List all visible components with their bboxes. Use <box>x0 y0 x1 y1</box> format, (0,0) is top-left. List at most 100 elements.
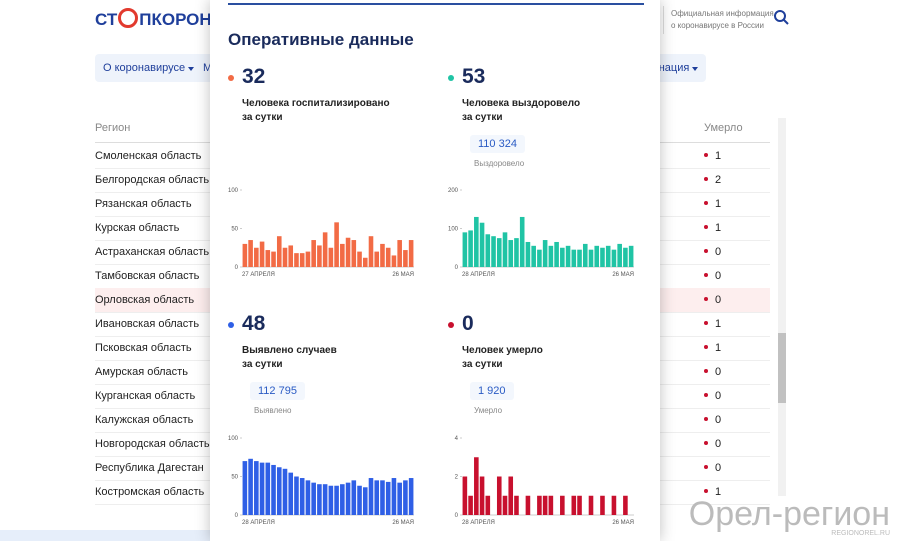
bar <box>271 464 276 515</box>
bar <box>259 241 265 267</box>
bar <box>628 245 634 267</box>
y-tick-label: 100 <box>448 227 459 233</box>
bar <box>588 249 594 267</box>
bar <box>474 457 479 515</box>
bar <box>537 249 542 267</box>
stat-card: 48 Выявлено случаев за сутки 112 795 Выявлен… <box>228 312 438 415</box>
search-icon[interactable] <box>774 10 790 26</box>
bar <box>508 240 514 267</box>
bar <box>542 495 548 515</box>
bar <box>485 234 491 267</box>
bar <box>345 237 351 267</box>
bar <box>282 247 288 267</box>
y-tick-label: 100 <box>228 436 239 442</box>
nav-text: М <box>203 62 213 74</box>
bar <box>502 495 508 515</box>
y-tick-label: 2 <box>455 475 459 481</box>
region-name: Амурская область <box>95 366 188 378</box>
bar <box>462 232 468 267</box>
y-tick-label: 0 <box>455 513 459 519</box>
stat-label-line: за сутки <box>462 112 503 123</box>
region-name: Калужская область <box>95 414 194 426</box>
bar <box>311 482 316 515</box>
stat-label: Человека выздоровело за сутки <box>462 97 658 125</box>
bar <box>560 247 565 267</box>
stat-label: Человека госпитализировано за сутки <box>242 97 438 125</box>
bar <box>403 250 408 267</box>
bar <box>408 240 414 267</box>
deaths-value: 2 <box>704 168 721 192</box>
bar <box>334 222 339 267</box>
bar <box>374 480 380 515</box>
watermark-site: REGIONOREL.RU <box>831 530 890 537</box>
y-tick-label: 0 <box>455 265 459 271</box>
x-tick-label: 28 АПРЕЛЯ <box>242 520 275 526</box>
stat-total: 112 795 <box>250 382 305 400</box>
bar <box>600 495 605 515</box>
region-name: Орловская область <box>95 294 195 306</box>
bar <box>259 462 265 515</box>
bar <box>357 485 362 515</box>
stat-total-label: Выявлено <box>254 406 292 415</box>
bar <box>276 236 282 267</box>
region-name: Тамбовская область <box>95 270 200 282</box>
bar <box>577 495 582 515</box>
x-tick-label: 28 АПРЕЛЯ <box>462 272 495 278</box>
region-name: Ивановская область <box>95 318 200 330</box>
stat-label: Человек умерло за сутки <box>462 344 658 372</box>
bar <box>294 253 299 267</box>
y-tick-label: 4 <box>455 436 459 442</box>
bar <box>600 247 605 267</box>
bar <box>334 485 339 515</box>
deaths-value: 0 <box>704 360 721 384</box>
bar <box>491 236 496 267</box>
watermark: Орел-регион REGIONOREL.RU <box>689 495 890 537</box>
stat-total-label: Умерло <box>474 406 503 415</box>
deaths-value: 1 <box>704 480 721 504</box>
bar <box>374 251 380 267</box>
bar <box>357 251 362 267</box>
bar <box>362 487 368 515</box>
bar <box>288 245 294 267</box>
bar <box>271 251 276 267</box>
bar <box>385 247 391 267</box>
bar <box>514 495 519 515</box>
x-tick-label: 28 АПРЕЛЯ <box>462 520 495 526</box>
deaths-value: 0 <box>704 432 721 456</box>
bar <box>617 243 622 267</box>
bar <box>322 232 328 267</box>
bar <box>340 484 345 515</box>
bar <box>385 481 391 515</box>
bar <box>317 484 322 515</box>
bar <box>311 240 316 267</box>
region-name: Республика Дагестан <box>95 462 204 474</box>
region-name: Костромская область <box>95 486 205 498</box>
stat-label-line: за сутки <box>462 359 503 370</box>
bar <box>485 495 491 515</box>
bar <box>542 240 548 267</box>
bar <box>623 247 628 267</box>
stat-value: 48 <box>228 312 438 336</box>
scrollbar[interactable] <box>778 118 786 496</box>
bar-chart: 0 50 100 28 АПРЕЛЯ 26 МАЯ <box>228 436 414 526</box>
y-tick-label: 0 <box>235 265 239 271</box>
bar-chart: 0 100 200 28 АПРЕЛЯ 26 МАЯ <box>448 188 634 278</box>
bar <box>351 480 357 515</box>
bar <box>305 251 311 267</box>
region-name: Курская область <box>95 222 180 234</box>
bar <box>362 257 368 267</box>
y-tick-label: 50 <box>231 475 238 481</box>
region-name: Смоленская область <box>95 150 202 162</box>
bar <box>594 245 600 267</box>
stat-label-line: Человека выздоровело <box>462 98 581 109</box>
nav-item[interactable]: О коронавирусе <box>95 54 203 82</box>
bar <box>462 476 468 515</box>
bar <box>276 467 282 515</box>
bar <box>623 495 628 515</box>
bar <box>391 478 397 515</box>
bar <box>248 240 253 267</box>
bar <box>531 245 536 267</box>
stat-label-line: за сутки <box>242 112 283 123</box>
y-tick-label: 0 <box>235 513 239 519</box>
